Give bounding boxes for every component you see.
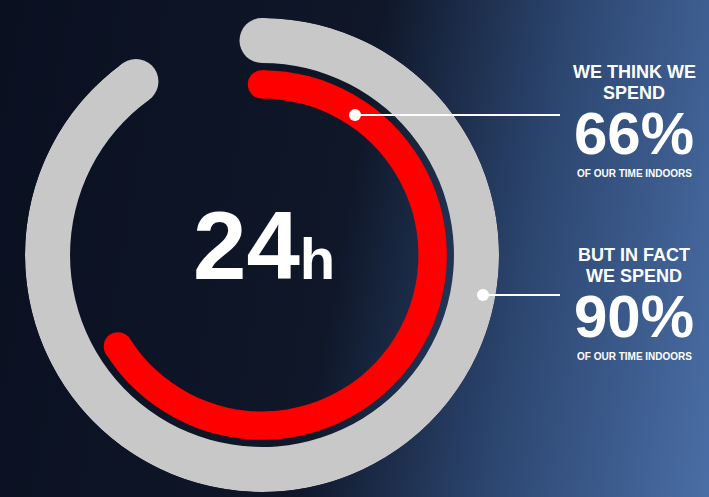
svg-text:WE THINK WE: WE THINK WE: [573, 62, 696, 82]
svg-text:90%: 90%: [574, 283, 694, 350]
svg-text:SPEND: SPEND: [603, 83, 665, 103]
svg-text:24h: 24h: [193, 192, 335, 299]
svg-text:66%: 66%: [574, 100, 694, 167]
svg-text:OF OUR TIME INDOORS: OF OUR TIME INDOORS: [577, 351, 692, 362]
svg-text:WE SPEND: WE SPEND: [586, 266, 682, 286]
svg-text:OF OUR TIME INDOORS: OF OUR TIME INDOORS: [577, 168, 692, 179]
svg-text:BUT IN FACT: BUT IN FACT: [578, 245, 690, 265]
